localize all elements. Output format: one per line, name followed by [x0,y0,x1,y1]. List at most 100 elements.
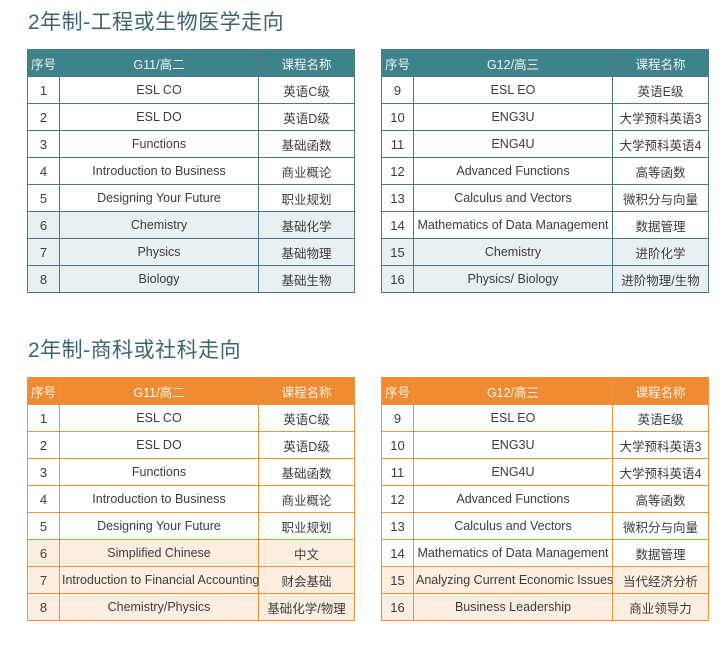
course-title: Functions [59,130,259,158]
course-row: 12 Advanced Functions 高等函数 [381,157,709,185]
course-name-cn: 进阶物理/生物 [612,265,709,293]
course-title: ESL CO [59,76,259,104]
course-row: 11 ENG4U 大学预科英语4 [381,458,709,486]
row-number: 9 [381,76,414,104]
course-title: ESL DO [59,431,259,459]
course-name-cn: 基础化学/物理 [258,593,355,621]
course-title: Advanced Functions [413,157,613,185]
row-number: 5 [27,184,60,212]
row-number: 15 [381,238,414,266]
column-header: G12/高三 [413,49,613,77]
row-number: 13 [381,184,414,212]
course-title: ESL DO [59,103,259,131]
course-name-cn: 英语D级 [258,103,355,131]
row-number: 6 [27,539,60,567]
tables-row-top: 序号 G11/高二 课程名称 1 ESL CO 英语C级 2 ESL DO 英语D级 3 Funct… [27,49,724,293]
course-title: ESL EO [413,76,613,104]
course-row: 15 Chemistry 进阶化学 [381,238,709,266]
course-title: Advanced Functions [413,485,613,513]
course-name-cn: 商业概论 [258,157,355,185]
course-name-cn: 大学预科英语4 [612,458,709,486]
course-row: 5 Designing Your Future 职业规划 [27,512,355,540]
course-title: Chemistry [59,211,259,239]
column-header: G11/高二 [59,49,259,77]
course-title: ENG3U [413,431,613,459]
course-name-cn: 大学预科英语3 [612,103,709,131]
course-title: Chemistry [413,238,613,266]
course-name-cn: 当代经济分析 [612,566,709,594]
header-row: 序号 G11/高二 课程名称 [27,49,355,77]
course-name-cn: 基础函数 [258,458,355,486]
course-row: 3 Functions 基础函数 [27,458,355,486]
column-header: G12/高三 [413,377,613,405]
course-name-cn: 数据管理 [612,539,709,567]
row-number: 3 [27,458,60,486]
course-row: 4 Introduction to Business 商业概论 [27,157,355,185]
course-row: 8 Biology 基础生物 [27,265,355,293]
row-number: 13 [381,512,414,540]
course-title: ENG4U [413,130,613,158]
row-number: 10 [381,103,414,131]
course-title: ENG4U [413,458,613,486]
header-row: 序号 G12/高三 课程名称 [381,377,709,405]
course-name-cn: 基础化学 [258,211,355,239]
row-number: 14 [381,211,414,239]
course-title: Calculus and Vectors [413,184,613,212]
course-name-cn: 进阶化学 [612,238,709,266]
course-name-cn: 英语D级 [258,431,355,459]
course-name-cn: 数据管理 [612,211,709,239]
header-row: 序号 G11/高二 课程名称 [27,377,355,405]
course-row: 14 Mathematics of Data Management 数据管理 [381,211,709,239]
course-row: 8 Chemistry/Physics 基础化学/物理 [27,593,355,621]
column-header: 序号 [27,49,60,77]
course-row: 3 Functions 基础函数 [27,130,355,158]
course-name-cn: 基础生物 [258,265,355,293]
course-title: ESL EO [413,404,613,432]
course-title: Designing Your Future [59,512,259,540]
row-number: 7 [27,238,60,266]
course-name-cn: 大学预科英语3 [612,431,709,459]
course-name-cn: 基础物理 [258,238,355,266]
course-title: ENG3U [413,103,613,131]
row-number: 16 [381,593,414,621]
row-number: 6 [27,211,60,239]
column-header: G11/高二 [59,377,259,405]
course-title: Analyzing Current Economic Issues [413,566,613,594]
column-header: 课程名称 [258,49,355,77]
course-name-cn: 大学预科英语4 [612,130,709,158]
row-number: 12 [381,157,414,185]
course-table-g12-engineering: 序号 G12/高三 课程名称 9 ESL EO 英语E级 10 ENG3U 大学预科英语3 11 E… [381,49,709,293]
column-header: 课程名称 [258,377,355,405]
row-number: 3 [27,130,60,158]
course-name-cn: 微积分与向量 [612,184,709,212]
course-name-cn: 商业概论 [258,485,355,513]
course-name-cn: 英语E级 [612,404,709,432]
course-title: Mathematics of Data Management [413,539,613,567]
course-name-cn: 职业规划 [258,512,355,540]
course-row: 5 Designing Your Future 职业规划 [27,184,355,212]
row-number: 1 [27,404,60,432]
course-row: 15 Analyzing Current Economic Issues 当代经济分… [381,566,709,594]
course-row: 1 ESL CO 英语C级 [27,404,355,432]
course-row: 13 Calculus and Vectors 微积分与向量 [381,512,709,540]
column-header: 序号 [381,49,414,77]
course-title: Simplified Chinese [59,539,259,567]
section-title-engineering-biomedical: 2年制-工程或生物医学走向 [28,11,285,34]
column-header: 课程名称 [612,49,709,77]
course-title: Introduction to Financial Accounting [59,566,259,594]
course-title: Chemistry/Physics [59,593,259,621]
course-row: 1 ESL CO 英语C级 [27,76,355,104]
course-title: Introduction to Business [59,485,259,513]
row-number: 14 [381,539,414,567]
course-row: 6 Simplified Chinese 中文 [27,539,355,567]
course-row: 10 ENG3U 大学预科英语3 [381,431,709,459]
row-number: 4 [27,485,60,513]
row-number: 11 [381,130,414,158]
course-row: 16 Physics/ Biology 进阶物理/生物 [381,265,709,293]
column-header: 序号 [381,377,414,405]
course-row: 12 Advanced Functions 高等函数 [381,485,709,513]
course-title: Calculus and Vectors [413,512,613,540]
course-row: 14 Mathematics of Data Management 数据管理 [381,539,709,567]
course-row: 16 Business Leadership 商业领导力 [381,593,709,621]
